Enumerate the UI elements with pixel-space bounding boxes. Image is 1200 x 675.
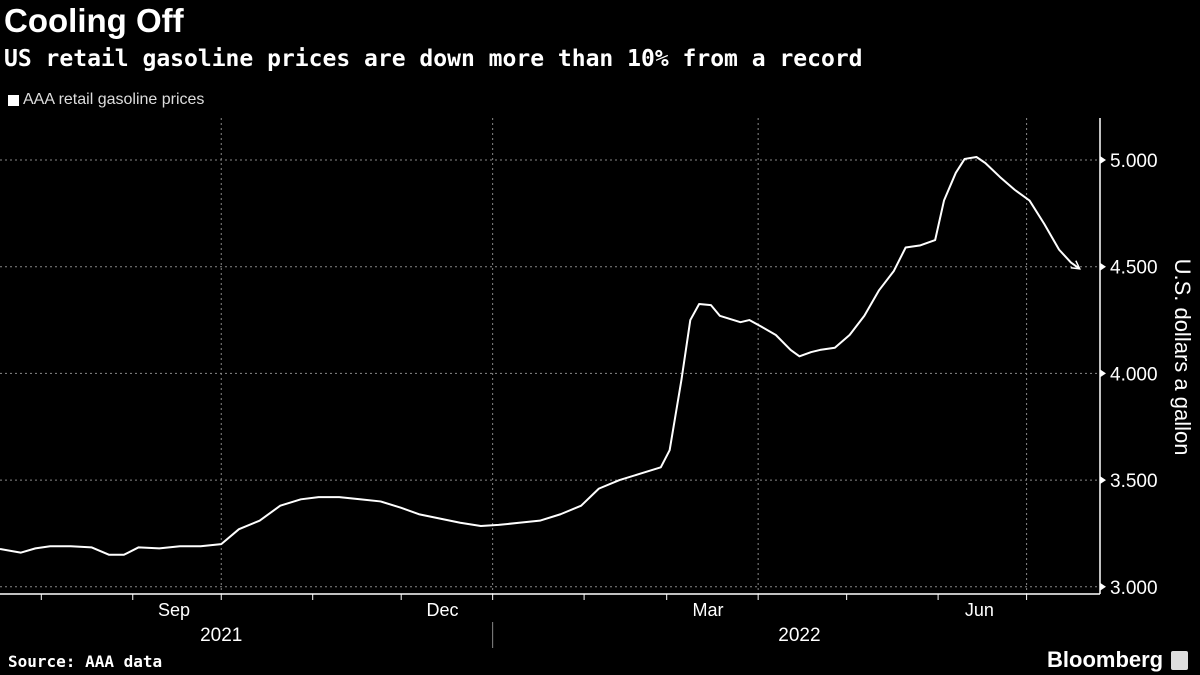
y-tick-label: 5.000 [1110,151,1158,172]
y-tick [1100,262,1106,271]
y-tick [1100,582,1106,591]
series-line [0,156,1081,556]
source-note: Source: AAA data [8,652,163,671]
legend: AAA retail gasoline prices [8,91,204,109]
y-tick-label: 3.000 [1110,578,1158,599]
chart-title: Cooling Off [4,2,184,39]
bloomberg-logo: Bloomberg [1047,647,1189,673]
series-end-arrow [1070,260,1081,270]
y-tick-label: 3.500 [1110,471,1158,492]
y-tick [1100,156,1106,164]
legend-label: AAA retail gasoline prices [23,91,205,108]
x-tick-label: Mar [693,600,724,620]
x-tick-label: Jun [965,600,994,620]
chart-subtitle: US retail gasoline prices are down more … [4,46,863,72]
x-tick-label: Sep [158,600,190,620]
y-axis-title: U.S. dollars a gallon [1170,259,1195,456]
x-tick-label: Dec [426,600,458,620]
year-label: 2022 [778,625,820,646]
brand-name: Bloomberg [1047,647,1164,672]
bloomberg-chart-icon [1171,650,1189,670]
y-tick [1100,369,1106,378]
y-tick [1100,476,1106,485]
y-tick-label: 4.000 [1110,364,1158,385]
y-tick-label: 4.500 [1110,258,1158,279]
legend-swatch [8,94,19,106]
year-label: 2021 [200,625,242,646]
